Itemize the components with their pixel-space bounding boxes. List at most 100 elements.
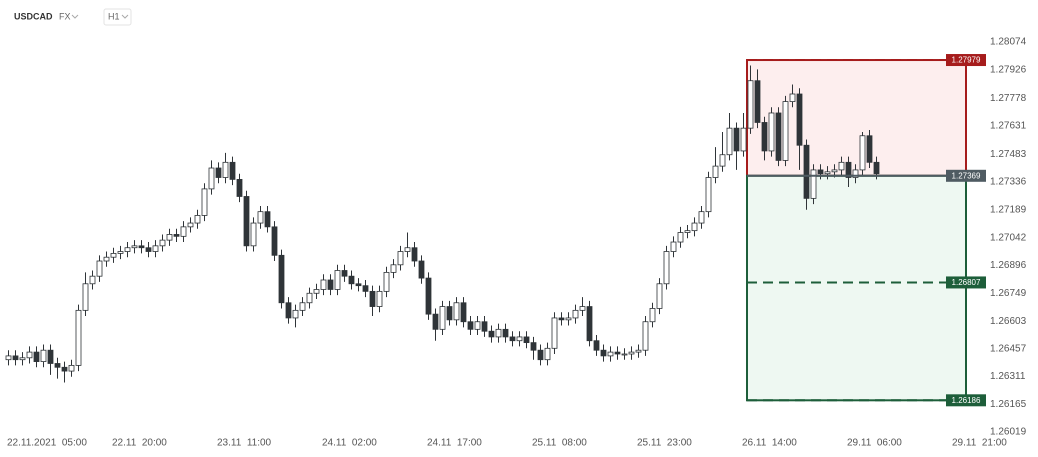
candle-body (285, 302, 292, 319)
candle-body (656, 283, 663, 309)
y-tick-label: 1.27483 (990, 149, 1027, 160)
candle-body (124, 247, 131, 252)
position-label: 1.27979 (952, 56, 981, 65)
candle-body (327, 279, 334, 290)
candle-body (54, 363, 61, 368)
candle-body (418, 260, 425, 279)
candle-body (607, 351, 614, 357)
position-label: 1.26186 (952, 396, 981, 405)
y-tick-label: 1.26603 (990, 316, 1027, 327)
candle-body (131, 245, 138, 249)
candle-body (719, 154, 726, 167)
candle-body (208, 167, 215, 190)
position-label-bg (946, 54, 986, 67)
candle-body (670, 241, 677, 252)
y-tick-label: 1.26749 (990, 288, 1027, 299)
candle-body (537, 349, 544, 361)
candle-body (117, 251, 124, 254)
candle-body (404, 247, 411, 252)
candle-body (733, 127, 740, 152)
candle-body (187, 222, 194, 228)
y-tick-label: 1.26019 (990, 427, 1027, 438)
candle-body (572, 309, 579, 319)
candle-body (166, 234, 173, 241)
candle-body (180, 226, 187, 237)
candle-body (502, 328, 509, 338)
candle-body (446, 306, 453, 321)
candle-body (390, 264, 397, 273)
candle-body (551, 317, 558, 349)
candle-body (82, 283, 89, 311)
candle-body (96, 260, 103, 277)
candle-body (194, 215, 201, 224)
y-tick-label: 1.26457 (990, 344, 1027, 355)
y-tick-label: 1.26311 (990, 371, 1026, 382)
candle-body (782, 101, 789, 161)
candle-body (621, 353, 628, 356)
candle-body (754, 80, 761, 123)
candle-body (19, 357, 26, 361)
timeframe[interactable]: H1 (108, 11, 120, 21)
candle-body (110, 253, 117, 258)
y-tick-label: 1.27631 (990, 121, 1027, 132)
candle-body (355, 283, 362, 287)
candle-body (761, 122, 768, 152)
candle-body (40, 349, 47, 362)
candle-body (488, 330, 495, 338)
x-tick-label: 25.11 23:00 (637, 438, 692, 449)
candle-body (705, 177, 712, 213)
candle-body (796, 93, 803, 146)
position-label-bg (946, 394, 986, 407)
x-tick-label: 25.11 08:00 (532, 438, 587, 449)
candle-body (649, 308, 656, 323)
x-tick-label: 29.11 06:00 (847, 438, 902, 449)
candle-body (859, 135, 866, 171)
y-tick-label: 1.27778 (990, 93, 1027, 104)
candle-body (453, 302, 460, 321)
candle-body (159, 239, 166, 247)
candle-body (565, 317, 572, 321)
candle-body (726, 127, 733, 156)
candle-body (341, 270, 348, 277)
candle-body (677, 232, 684, 243)
candle-body (383, 271, 390, 292)
candle-body (152, 245, 159, 252)
candle-body (369, 290, 376, 307)
candle-body (663, 251, 670, 285)
position-label-bg (946, 276, 986, 289)
candle-body (579, 306, 586, 311)
x-tick-label: 22.11 20:00 (112, 438, 167, 449)
candle-body (425, 277, 432, 315)
candle-body (831, 169, 838, 173)
x-tick-label: 26.11 14:00 (742, 438, 797, 449)
candle-body (642, 321, 649, 351)
candle-body (523, 336, 530, 344)
candle-body (628, 351, 635, 355)
candle-body (33, 351, 40, 362)
candle-body (313, 289, 320, 294)
position-label-bg (946, 169, 986, 182)
candle-body (817, 169, 824, 175)
y-tick-label: 1.26165 (990, 399, 1027, 410)
candle-body (222, 161, 229, 178)
candle-body (593, 340, 600, 351)
candle-body (229, 161, 236, 180)
candle-body (215, 167, 222, 178)
candle-body (516, 336, 523, 342)
candle-body (698, 211, 705, 224)
candle-body (460, 302, 467, 323)
candle-body (614, 351, 621, 355)
candle-body (411, 247, 418, 262)
y-tick-label: 1.27042 (990, 232, 1027, 243)
candle-body (635, 349, 642, 353)
candle-body (852, 169, 859, 178)
timeframe-box[interactable] (103, 8, 132, 26)
candle-body (89, 275, 96, 285)
market: FX (59, 11, 71, 21)
candle-body (264, 211, 271, 228)
dropdown-arrow (121, 14, 129, 19)
candle-body (712, 165, 719, 178)
y-tick-label: 1.26896 (990, 260, 1027, 271)
candle-body (789, 93, 796, 102)
